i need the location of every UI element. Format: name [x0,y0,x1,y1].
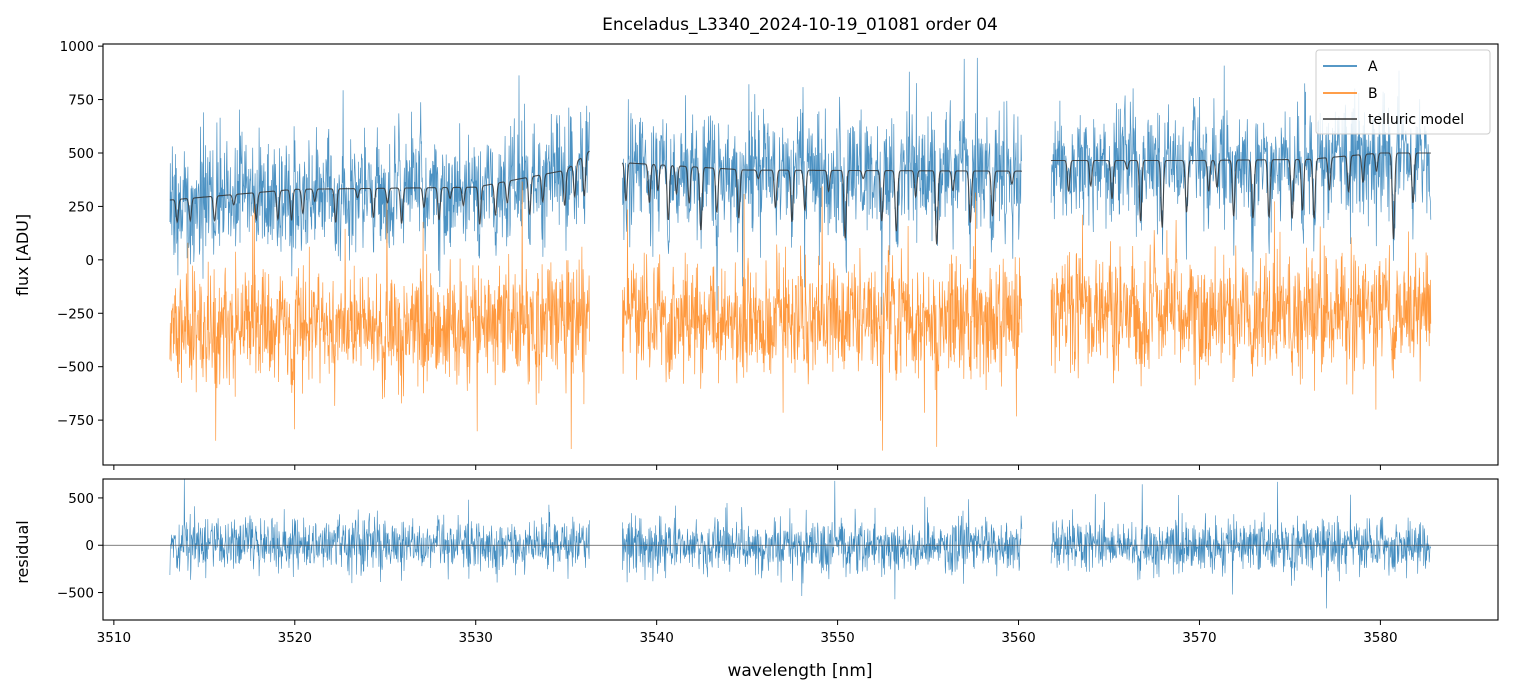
legend-label-a: A [1368,59,1378,75]
residual-panel-frame [102,478,1499,621]
x-tick-label: 3560 [1001,630,1035,646]
residual-y-tick-label: 500 [68,491,94,507]
x-tick-label: 3550 [820,630,854,646]
residual-panel: −500 0 500 3510 3520 3530 3540 3550 3560 3570 358… [13,478,1499,681]
telluric-model-line-1 [621,162,1022,245]
series-b-line-2 [1050,201,1432,410]
residual-y-axis-label: residual [13,520,32,583]
series-a-line-1 [621,57,1022,315]
flux-y-tick-label: −500 [57,360,94,376]
x-tick-label: 3530 [459,630,493,646]
flux-y-tick-label: 0 [85,253,94,269]
flux-plot-area [169,57,1432,451]
chart-title: Enceladus_L3340_2024-10-19_01081 order 0… [602,15,998,35]
legend-label-model: telluric model [1368,112,1464,128]
x-tick-label: 3540 [639,630,673,646]
series-a-line-0 [169,75,590,288]
legend-label-b: B [1368,86,1378,102]
residual-line-2 [1050,481,1432,609]
flux-panel-frame [102,43,1499,466]
residual-plot-area [103,479,1498,609]
flux-x-ticks [113,465,1381,470]
residual-y-ticks: −500 0 500 [57,491,103,602]
x-tick-label: 3520 [278,630,312,646]
series-b-line-1 [621,186,1023,451]
series-a-line-2 [1050,65,1432,296]
telluric-model-line-0 [169,150,590,225]
residual-y-tick-label: −500 [57,586,94,602]
residual-line-1 [622,480,1023,600]
x-tick-label: 3570 [1182,630,1216,646]
flux-y-tick-label: −250 [57,306,94,322]
flux-y-tick-label: 1000 [60,39,94,55]
legend-box [1315,49,1491,135]
legend: A B telluric model [1315,49,1491,135]
x-tick-label: 3510 [97,630,131,646]
flux-y-tick-label: −750 [57,413,94,429]
x-tick-label: 3580 [1363,630,1397,646]
residual-x-ticks: 3510 3520 3530 3540 3550 3560 3570 3580 [97,620,1398,646]
residual-y-tick-label: 0 [85,538,94,554]
x-axis-label: wavelength [nm] [727,661,872,681]
series-b-line-0 [169,181,590,450]
telluric-model-line-2 [1050,152,1432,240]
flux-y-tick-label: 750 [68,93,94,109]
flux-panel: −750 −500 −250 0 250 500 750 1000 flux [ADU] A … [13,39,1499,470]
flux-y-axis-label: flux [ADU] [13,214,32,296]
flux-y-ticks: −750 −500 −250 0 250 500 750 1000 [57,39,103,429]
flux-y-tick-label: 250 [68,199,94,215]
residual-line-0 [169,479,590,584]
flux-y-tick-label: 500 [68,146,94,162]
